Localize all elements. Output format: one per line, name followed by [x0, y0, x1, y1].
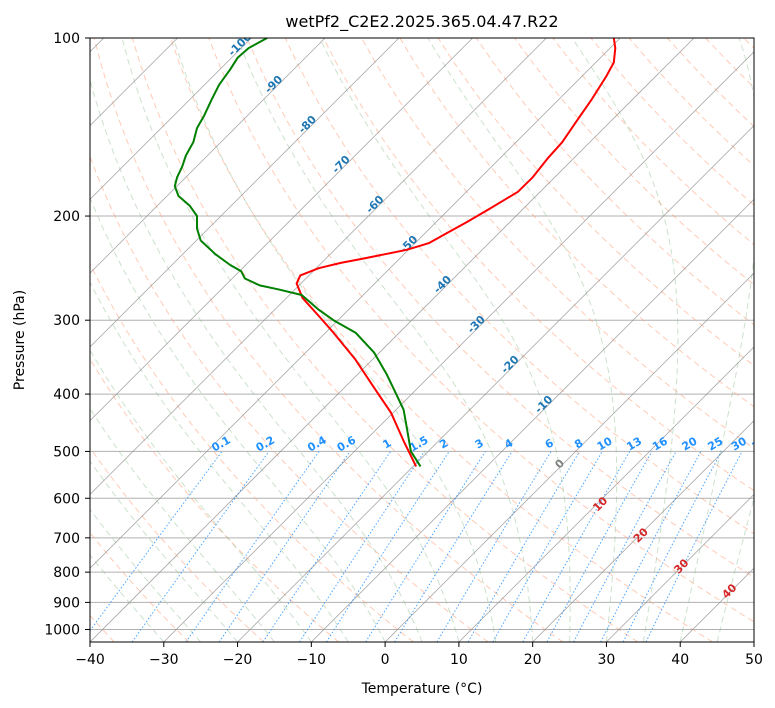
- moist-adiabat: [90, 508, 202, 642]
- x-tick-label: −40: [75, 652, 105, 668]
- isotherm-line: [458, 346, 754, 642]
- y-tick-label: 500: [53, 444, 80, 460]
- dry-adiabat: [170, 38, 713, 642]
- x-tick-label: −20: [223, 652, 253, 668]
- isotherm-line: [90, 38, 547, 496]
- mixing-ratio-line: [90, 451, 223, 632]
- dry-adiabat: [322, 38, 754, 492]
- dry-adiabat: [90, 262, 414, 642]
- mixing-ratio-line: [600, 451, 702, 642]
- moist-adiabat: [90, 196, 386, 642]
- dry-adiabat: [284, 38, 754, 535]
- mixing-ratio-line: [299, 451, 425, 642]
- dry-adiabat: [514, 38, 754, 286]
- dry-adiabat: [208, 38, 754, 623]
- moist-adiabat: [90, 407, 275, 642]
- chart-title: wetPf2_C2E2.2025.365.04.47.R22: [285, 12, 558, 32]
- x-tick-label: 30: [598, 652, 616, 668]
- isotherm-line: [90, 38, 473, 422]
- dry-adiabat: [90, 446, 265, 642]
- isotherm-line: [163, 51, 754, 642]
- profile-lines: [173, 38, 617, 467]
- mixing-ratio-line: [185, 451, 320, 642]
- mixing-ratio-line: [131, 451, 270, 642]
- isotherm-line: [237, 124, 754, 642]
- mixing-ratio-line: [394, 451, 513, 642]
- plot-frame: [89, 37, 755, 643]
- y-tick-label: 700: [53, 531, 80, 547]
- moist-adiabat: [90, 554, 165, 642]
- x-tick-label: 20: [524, 652, 542, 668]
- isotherm-line: [90, 38, 695, 642]
- mixing-ratio-line: [622, 451, 722, 642]
- isotherm-line: [532, 420, 754, 642]
- moist-adiabat: [716, 496, 754, 642]
- moist-adiabat: [319, 38, 571, 642]
- mixing-ratio-line: [546, 451, 653, 642]
- mixing-ratio-line: [325, 451, 450, 642]
- isotherm-line: [384, 272, 754, 642]
- y-tick-label: 300: [53, 313, 80, 329]
- y-tick-label: 1000: [44, 622, 80, 638]
- y-tick-label: 100: [53, 31, 80, 47]
- y-axis-label: Pressure (hPa): [12, 290, 28, 390]
- dry-adiabat: [246, 38, 754, 578]
- moist-adiabat: [90, 280, 349, 642]
- y-tick-label: 900: [53, 595, 80, 611]
- y-axis: 100 200 300 400 500 600 700 800 900 1000: [44, 31, 90, 638]
- y-tick-label: 400: [53, 387, 80, 403]
- moist-adiabat: [90, 460, 238, 642]
- isotherm-line: [606, 493, 754, 642]
- x-axis: −40 −30 −20 −10 0 10 20 30 40 50: [75, 642, 763, 668]
- isotherm-line: [90, 38, 621, 569]
- moist-adiabat: [121, 38, 460, 642]
- moist-adiabat: [237, 38, 534, 642]
- mixing-ratio-line: [522, 451, 631, 642]
- moist-adiabat: [172, 38, 497, 642]
- mixing-ratio-line: [218, 451, 351, 642]
- isotherm-line: [311, 198, 754, 642]
- x-axis-label: Temperature (°C): [361, 681, 483, 697]
- mixing-ratio-line: [365, 451, 486, 642]
- x-tick-label: 10: [450, 652, 468, 668]
- isotherm-line: [90, 38, 326, 274]
- dry-adiabat: [131, 38, 639, 642]
- x-tick-label: 40: [671, 652, 689, 668]
- isotherm-line: [90, 38, 252, 200]
- x-tick-label: 0: [381, 652, 390, 668]
- moist-adiabat: [90, 78, 423, 642]
- moist-adiabat: [427, 38, 618, 642]
- x-tick-label: −10: [297, 652, 327, 668]
- y-tick-label: 800: [53, 565, 80, 581]
- mixing-ratio-label: 36: [750, 434, 770, 453]
- dewpoint-profile: [173, 38, 422, 467]
- x-tick-label: 50: [745, 652, 763, 668]
- dry-adiabat: [475, 38, 754, 326]
- y-tick-label: 200: [53, 209, 80, 225]
- moist-adiabat: [571, 38, 679, 642]
- background-lines: [90, 38, 754, 642]
- temperature-profile: [295, 38, 617, 467]
- y-tick-label: 600: [53, 491, 80, 507]
- mixing-ratio-line: [645, 451, 743, 642]
- mixing-ratio-line: [573, 451, 677, 642]
- moist-adiabat: [679, 38, 754, 642]
- mixing-ratio-line: [262, 451, 392, 642]
- isotherm-line: [90, 38, 400, 348]
- dry-adiabat: [437, 38, 754, 367]
- x-tick-label: −30: [149, 652, 179, 668]
- dry-adiabat: [93, 38, 564, 642]
